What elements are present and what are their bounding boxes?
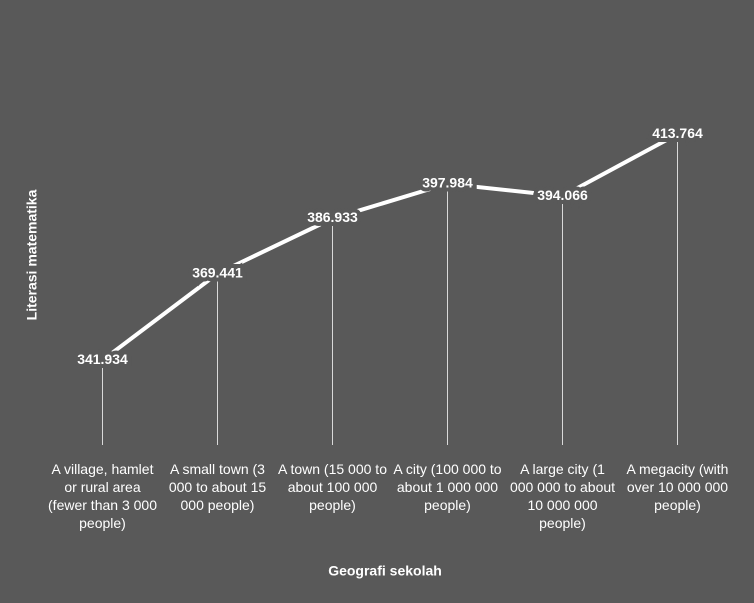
data-label: 369.441 (192, 264, 243, 280)
y-axis-title: Literasi matematika (24, 189, 40, 320)
x-tick-label: A town (15 000 to about 100 000 people) (278, 461, 387, 513)
line (101, 132, 679, 362)
x-axis-title: Geografi sekolah (328, 563, 442, 579)
x-tick-label: A megacity (with over 10 000 000 people) (626, 461, 729, 513)
x-tick-label: A village, hamlet or rural area (fewer t… (48, 461, 157, 531)
data-label: 386.933 (307, 209, 358, 225)
x-tick-label: A small town (3 000 to about 15 000 peop… (168, 461, 267, 513)
x-tick-label: A large city (1 000 000 to about 10 000 … (509, 461, 616, 531)
x-tick-label: A city (100 000 to about 1 000 000 peopl… (393, 461, 502, 513)
data-label: 341.934 (77, 351, 128, 367)
data-label: 413.764 (652, 125, 703, 141)
data-label: 397.984 (422, 174, 473, 190)
data-label: 394.066 (537, 187, 588, 203)
